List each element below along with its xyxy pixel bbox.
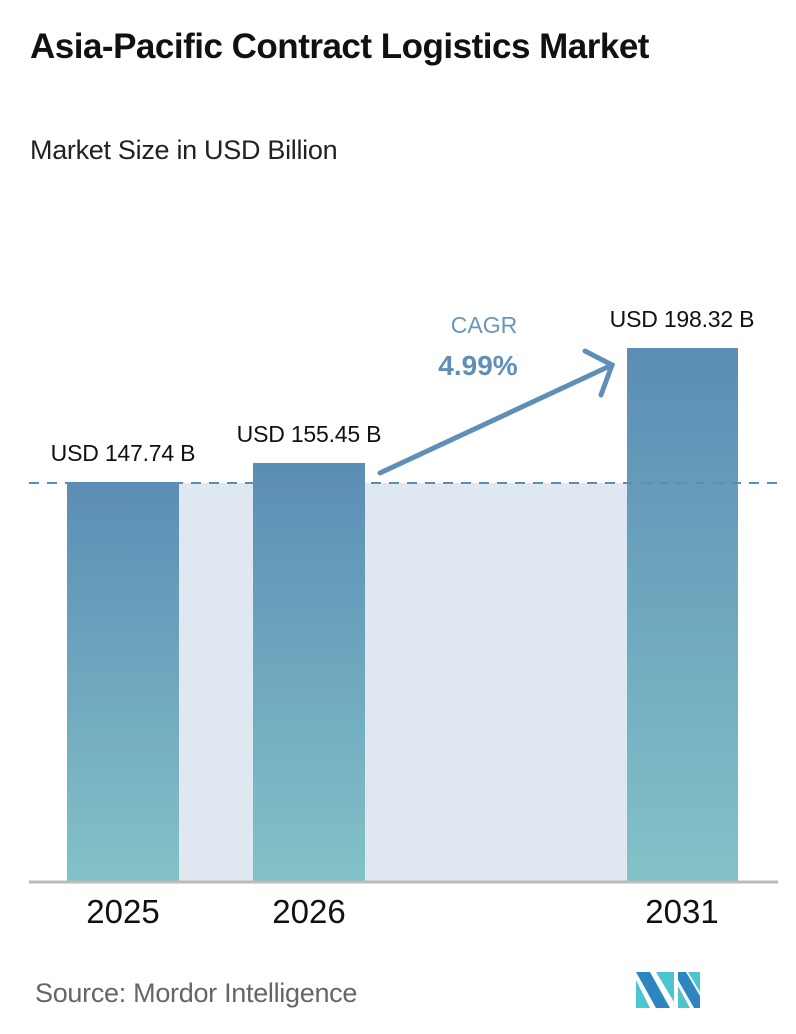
x-tick-2026: 2026: [272, 893, 346, 930]
mordor-intelligence-logo-icon: [636, 972, 700, 1008]
cagr-value: 4.99%: [438, 350, 518, 381]
bar-label-2031: USD 198.32 B: [609, 306, 755, 332]
x-tick-2025: 2025: [86, 893, 160, 930]
bar-2026: [253, 463, 365, 882]
x-tick-2031: 2031: [645, 893, 719, 930]
chart-title: Asia-Pacific Contract Logistics Market: [30, 27, 649, 66]
bar-2025: [67, 482, 179, 882]
source-text: Source: Mordor Intelligence: [35, 978, 358, 1008]
bar-2031: [627, 348, 738, 882]
chart-subtitle: Market Size in USD Billion: [30, 135, 338, 165]
cagr-label: CAGR: [450, 312, 518, 338]
bar-label-2026: USD 155.45 B: [236, 421, 382, 447]
cagr-arrow-icon: [377, 348, 616, 476]
bar-label-2025: USD 147.74 B: [50, 440, 196, 466]
